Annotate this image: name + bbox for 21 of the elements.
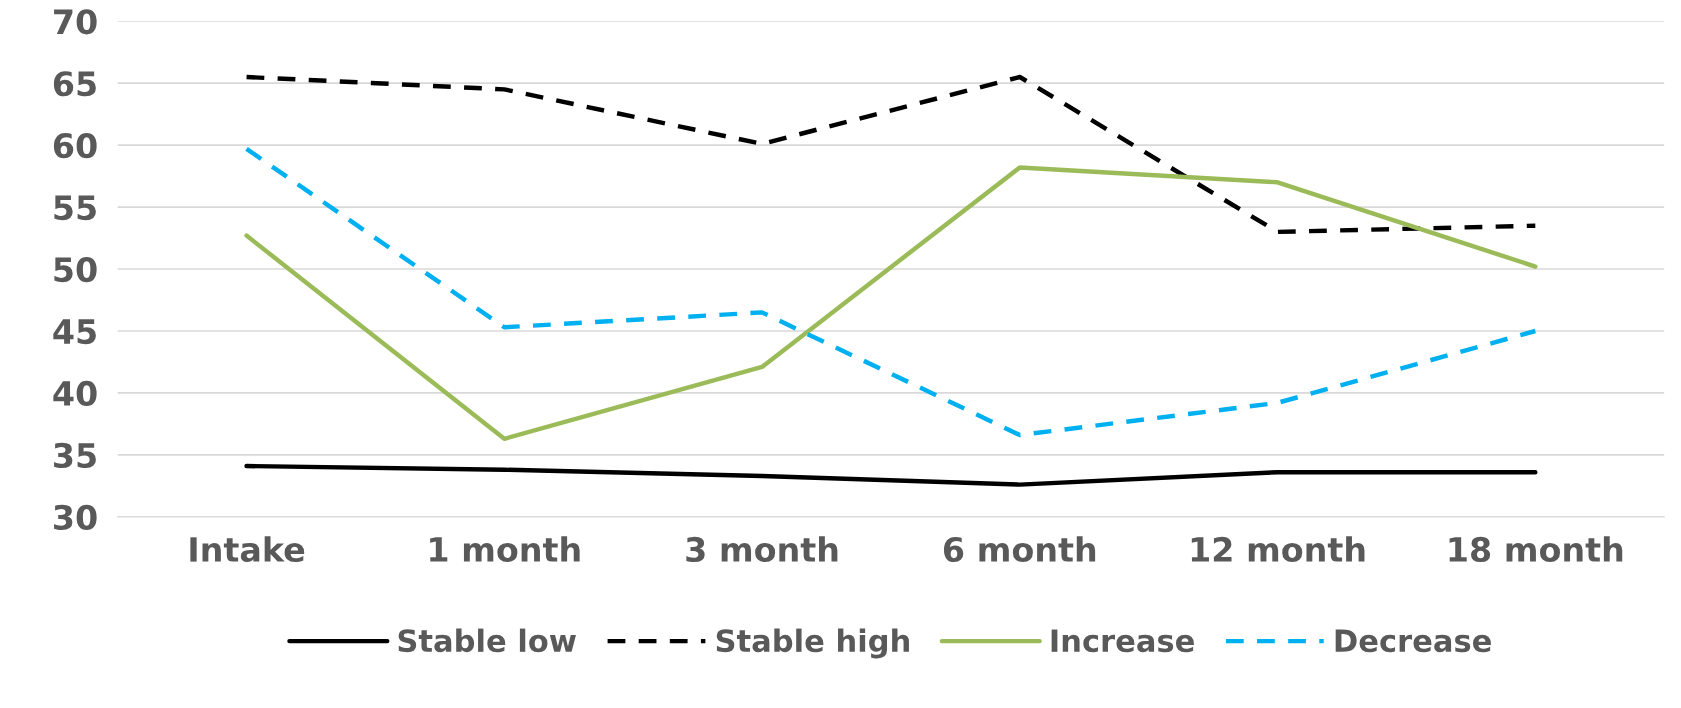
y-tick-label: 50 <box>54 256 97 283</box>
y-tick-label: 45 <box>53 319 96 345</box>
line-series <box>244 463 1538 487</box>
x-tick-label: 3 month <box>686 536 838 563</box>
y-tick-label: 70 <box>54 9 97 35</box>
legend-label: Stable low <box>398 628 576 653</box>
y-tick-label: 60 <box>53 133 97 159</box>
x-tick-label: 12 month <box>1191 536 1365 563</box>
y-tick-label: 30 <box>54 504 97 530</box>
y-tick-label: 40 <box>53 380 97 407</box>
line-series <box>244 74 1538 235</box>
legend-label: Stable high <box>716 628 909 659</box>
y-tick-label: 35 <box>54 442 96 469</box>
legend-label: Increase <box>1051 629 1194 653</box>
y-tick-label: 65 <box>53 71 96 97</box>
x-tick-label: 1 month <box>430 536 580 563</box>
legend-label: Decrease <box>1335 629 1491 653</box>
y-tick-label: 55 <box>54 195 96 221</box>
x-tick-label: 18 month <box>1449 536 1623 563</box>
x-tick-label: Intake <box>190 536 305 563</box>
x-tick-label: 6 month <box>943 536 1096 563</box>
